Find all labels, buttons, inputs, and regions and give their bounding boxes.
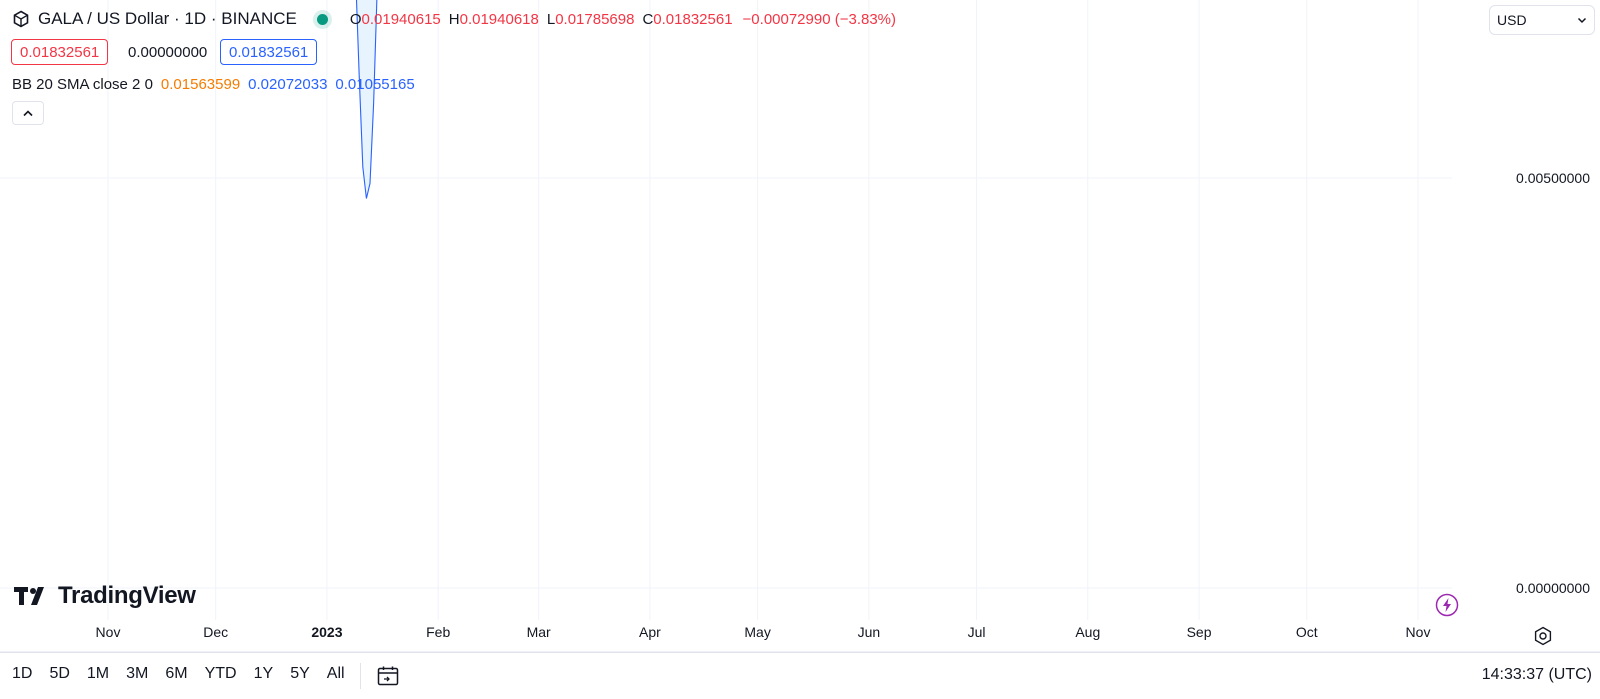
price-axis-label: 0.00500000 bbox=[1516, 170, 1590, 186]
range-3m-button[interactable]: 3M bbox=[126, 665, 149, 682]
bottom-toolbar: 1D 5D 1M 3M 6M YTD 1Y 5Y All 14:33:37 (U… bbox=[0, 652, 1600, 699]
time-axis-label: Jun bbox=[858, 624, 881, 640]
range-5y-button[interactable]: 5Y bbox=[290, 665, 310, 682]
range-all-button[interactable]: All bbox=[326, 665, 345, 682]
ohlc-values: O 0.01940615 H 0.01940618 L 0.01785698 C 0.0… bbox=[350, 11, 896, 28]
time-axis-label: Aug bbox=[1075, 624, 1100, 640]
low-value: 0.01785698 bbox=[555, 10, 635, 28]
tradingview-logo-text: TradingView bbox=[58, 582, 196, 609]
time-axis-label: Jul bbox=[968, 624, 986, 640]
time-axis-label: 2023 bbox=[311, 624, 342, 640]
range-1m-button[interactable]: 1M bbox=[86, 665, 110, 682]
price-axis: 0.000000000.005000000.025000000.03000000… bbox=[1516, 170, 1590, 596]
range-6m-button[interactable]: 6M bbox=[165, 665, 188, 682]
spread-value: 0.00000000 bbox=[128, 43, 208, 61]
bollinger-bands bbox=[355, 0, 378, 199]
currency-value: USD bbox=[1497, 12, 1527, 28]
collapse-legend-button[interactable] bbox=[12, 101, 44, 125]
change-value: −0.00072990 (−3.83%) bbox=[742, 10, 897, 28]
range-1d-button[interactable]: 1D bbox=[12, 665, 33, 682]
chart-area[interactable]: 0.000000000.005000000.025000000.03000000… bbox=[0, 0, 1600, 652]
chevron-up-icon bbox=[23, 110, 33, 117]
open-value: 0.01940615 bbox=[361, 10, 441, 28]
range-1y-button[interactable]: 1Y bbox=[253, 665, 274, 682]
time-axis-label: May bbox=[744, 624, 770, 640]
indicator-legend[interactable]: BB 20 SMA close 2 0 0.01563599 0.0207203… bbox=[12, 76, 423, 93]
time-axis-label: Mar bbox=[527, 624, 551, 640]
market-open-indicator bbox=[316, 13, 328, 25]
bb-basis-value: 0.01563599 bbox=[160, 76, 241, 93]
time-axis-label: Apr bbox=[639, 624, 661, 640]
legend-header: GALA / US Dollar · 1D · BINANCE O 0.01940… bbox=[12, 8, 896, 30]
time-axis-label: Feb bbox=[426, 624, 450, 640]
toolbar-divider bbox=[360, 663, 361, 689]
chevron-down-icon bbox=[1577, 17, 1587, 24]
date-range-buttons: 1D 5D 1M 3M 6M YTD 1Y 5Y All bbox=[12, 665, 362, 683]
time-axis-label: Nov bbox=[96, 624, 121, 640]
high-label: H bbox=[448, 10, 460, 28]
calendar-goto-icon[interactable] bbox=[376, 664, 400, 688]
time-axis-label: Sep bbox=[1187, 624, 1212, 640]
high-value: 0.01940618 bbox=[459, 10, 539, 28]
range-5d-button[interactable]: 5D bbox=[49, 665, 70, 682]
bb-lower-value: 0.01055165 bbox=[335, 76, 415, 93]
flash-icon[interactable] bbox=[1434, 592, 1460, 618]
bb-band-fill bbox=[356, 0, 377, 199]
close-value: 0.01832561 bbox=[653, 10, 733, 28]
close-label: C bbox=[642, 10, 654, 28]
open-label: O bbox=[349, 10, 362, 28]
range-ytd-button[interactable]: YTD bbox=[204, 665, 237, 682]
price-axis-label: 0.00000000 bbox=[1516, 580, 1590, 596]
tradingview-logo-icon bbox=[14, 587, 44, 605]
time-axis-label: Nov bbox=[1406, 624, 1431, 640]
gear-icon[interactable] bbox=[1533, 626, 1553, 646]
currency-select[interactable]: USD bbox=[1489, 5, 1595, 35]
time-axis-label: Oct bbox=[1296, 624, 1318, 640]
clock-timezone[interactable]: 14:33:37 (UTC) bbox=[1481, 666, 1592, 683]
symbol-title[interactable]: GALA / US Dollar · 1D · BINANCE bbox=[38, 9, 297, 28]
gala-logo-icon bbox=[13, 10, 29, 28]
bb-upper-value: 0.02072033 bbox=[248, 76, 328, 93]
buy-price-button[interactable]: 0.01832561 bbox=[220, 39, 318, 65]
sell-price-button[interactable]: 0.01832561 bbox=[11, 39, 109, 65]
indicator-label: BB 20 SMA close 2 0 bbox=[12, 76, 153, 93]
low-label: L bbox=[546, 10, 556, 28]
grid bbox=[0, 0, 1600, 652]
time-axis: Nov Dec 2023 Feb Mar Apr May Jun Jul Aug Sep Oct Nov bbox=[96, 624, 1431, 640]
tradingview-logo[interactable]: TradingView bbox=[14, 582, 196, 610]
time-axis-label: Dec bbox=[203, 624, 228, 640]
